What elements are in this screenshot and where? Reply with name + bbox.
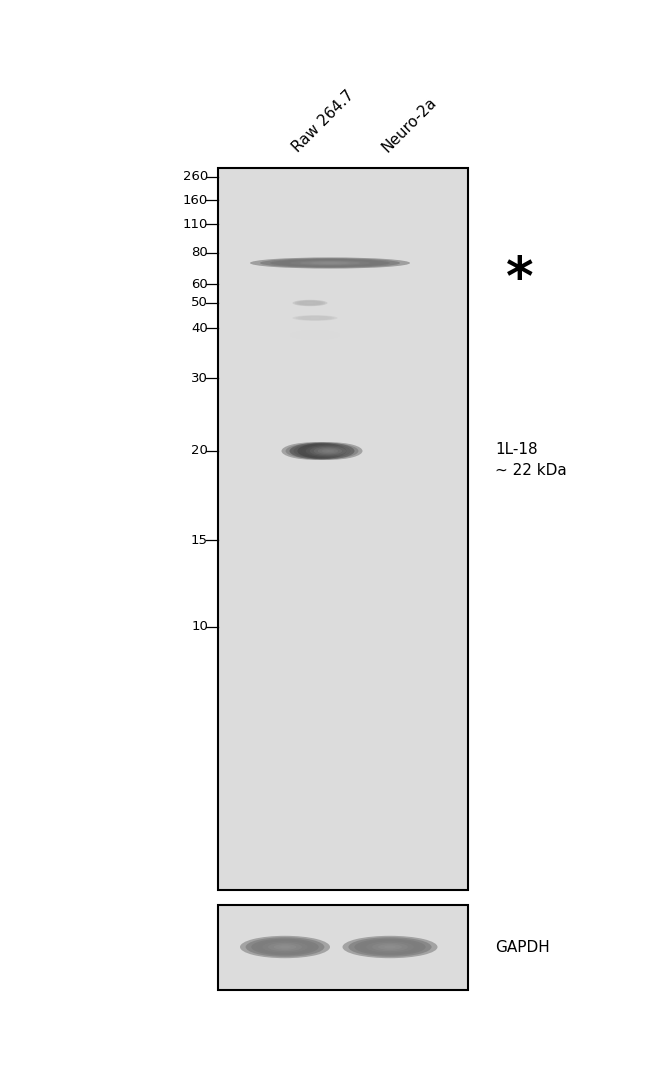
Ellipse shape: [343, 936, 437, 958]
Ellipse shape: [290, 330, 340, 340]
Ellipse shape: [378, 944, 402, 950]
Ellipse shape: [297, 301, 323, 305]
Ellipse shape: [304, 302, 317, 304]
Ellipse shape: [301, 302, 318, 305]
Bar: [218, 905, 468, 990]
Ellipse shape: [290, 356, 340, 364]
Ellipse shape: [360, 940, 420, 954]
Ellipse shape: [298, 445, 346, 457]
Ellipse shape: [257, 940, 313, 954]
Text: 40: 40: [191, 322, 208, 335]
Ellipse shape: [301, 317, 329, 320]
Ellipse shape: [260, 258, 400, 268]
Ellipse shape: [281, 442, 346, 459]
Ellipse shape: [348, 937, 432, 957]
Ellipse shape: [280, 259, 380, 266]
Ellipse shape: [354, 938, 426, 955]
Text: 80: 80: [191, 246, 208, 259]
Text: 1L-18
~ 22 kDa: 1L-18 ~ 22 kDa: [495, 442, 567, 478]
Text: 110: 110: [183, 217, 208, 230]
Ellipse shape: [298, 447, 330, 455]
Ellipse shape: [366, 941, 414, 953]
Ellipse shape: [298, 316, 332, 320]
Ellipse shape: [300, 261, 360, 265]
Ellipse shape: [292, 316, 337, 321]
Ellipse shape: [270, 259, 390, 268]
Ellipse shape: [290, 445, 339, 457]
Ellipse shape: [314, 449, 330, 453]
Ellipse shape: [250, 257, 410, 269]
Ellipse shape: [290, 260, 370, 265]
Ellipse shape: [306, 447, 338, 455]
Ellipse shape: [372, 942, 408, 951]
Ellipse shape: [302, 443, 358, 458]
Ellipse shape: [285, 443, 343, 458]
Text: Raw 264.7: Raw 264.7: [289, 87, 357, 155]
Ellipse shape: [318, 448, 342, 454]
Ellipse shape: [294, 446, 334, 456]
Ellipse shape: [304, 317, 326, 320]
Text: 160: 160: [183, 194, 208, 207]
Ellipse shape: [310, 448, 334, 454]
Text: 30: 30: [191, 371, 208, 385]
Ellipse shape: [294, 301, 325, 306]
Text: 15: 15: [191, 533, 208, 547]
Text: Neuro-2a: Neuro-2a: [380, 95, 440, 155]
Ellipse shape: [292, 300, 328, 306]
Text: 10: 10: [191, 620, 208, 633]
Ellipse shape: [299, 301, 321, 305]
Ellipse shape: [309, 446, 350, 456]
Ellipse shape: [314, 447, 346, 455]
Text: 20: 20: [191, 445, 208, 457]
Ellipse shape: [252, 938, 318, 955]
Ellipse shape: [306, 449, 322, 453]
Text: 60: 60: [191, 277, 208, 291]
Text: 50: 50: [191, 296, 208, 309]
Ellipse shape: [322, 449, 338, 453]
Ellipse shape: [298, 442, 363, 459]
Ellipse shape: [295, 316, 335, 321]
Ellipse shape: [246, 937, 324, 957]
Ellipse shape: [310, 261, 350, 264]
Ellipse shape: [263, 941, 307, 953]
Text: *: *: [506, 254, 534, 306]
Ellipse shape: [306, 445, 354, 457]
Text: GAPDH: GAPDH: [495, 939, 550, 954]
Ellipse shape: [289, 442, 354, 459]
Ellipse shape: [302, 448, 326, 454]
Ellipse shape: [274, 944, 296, 950]
Ellipse shape: [302, 446, 343, 456]
Ellipse shape: [268, 942, 302, 951]
Ellipse shape: [240, 936, 330, 958]
Bar: [218, 168, 468, 890]
Ellipse shape: [294, 443, 350, 458]
Ellipse shape: [293, 330, 337, 339]
Ellipse shape: [307, 317, 324, 319]
Text: 260: 260: [183, 171, 208, 183]
